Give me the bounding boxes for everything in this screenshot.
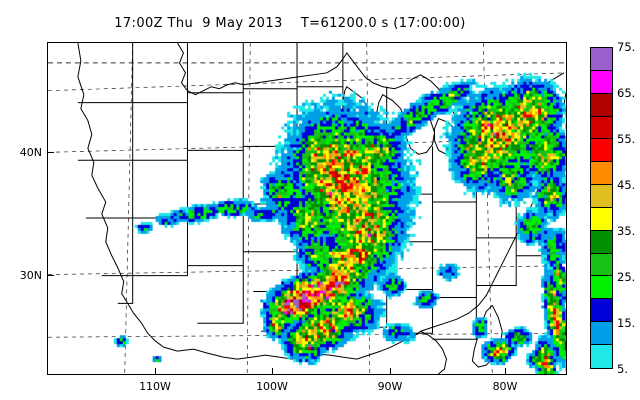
colorbar-band <box>591 185 612 208</box>
colorbar-tick-label: 75. <box>617 40 636 54</box>
x-axis-tick-label: 100W <box>256 380 288 393</box>
x-axis-tick-mark <box>505 368 507 375</box>
colorbar-band <box>591 230 612 254</box>
radar-reflectivity-layer <box>48 43 566 374</box>
colorbar-band <box>591 116 612 140</box>
x-axis-tick-label: 90W <box>377 380 403 393</box>
colorbar-band <box>591 344 612 368</box>
colorbar-tick-label: 5. <box>617 362 628 376</box>
colorbar <box>590 47 613 369</box>
colorbar-tick-label: 65. <box>617 86 636 100</box>
colorbar-tick-label: 15. <box>617 316 636 330</box>
colorbar-band <box>591 70 612 94</box>
x-axis-tick-label: 110W <box>139 380 171 393</box>
colorbar-band <box>591 93 612 117</box>
colorbar-band <box>591 162 612 186</box>
colorbar-band <box>591 322 612 345</box>
x-axis-tick-mark <box>155 368 157 375</box>
x-axis-tick-mark <box>390 368 392 375</box>
y-axis-tick-mark <box>47 275 54 277</box>
colorbar-band <box>591 48 612 71</box>
y-axis-tick-label: 30N <box>19 269 42 282</box>
colorbar-band <box>591 253 612 277</box>
x-axis-tick-label: 80W <box>492 380 518 393</box>
colorbar-tick-label: 45. <box>617 178 636 192</box>
page-title: 17:00Z Thu 9 May 2013 T=61200.0 s (17:00… <box>114 16 466 31</box>
y-axis-tick-label: 40N <box>19 146 42 159</box>
colorbar-band <box>591 276 612 300</box>
x-axis-tick-mark <box>272 368 274 375</box>
colorbar-tick-label: 35. <box>617 224 636 238</box>
colorbar-band <box>591 139 612 163</box>
colorbar-tick-label: 55. <box>617 132 636 146</box>
y-axis-tick-mark <box>47 152 54 154</box>
colorbar-tick-label: 25. <box>617 270 636 284</box>
map-plot-area <box>47 42 567 375</box>
colorbar-band <box>591 299 612 323</box>
colorbar-band <box>591 207 612 231</box>
